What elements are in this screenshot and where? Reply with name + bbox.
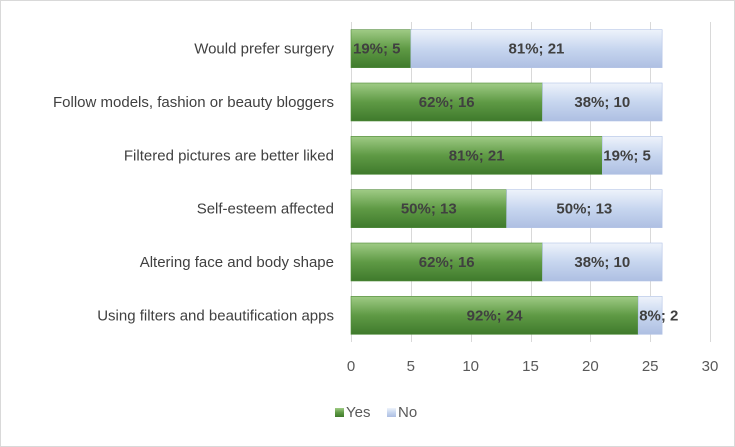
- data-label-no: 38%; 10: [574, 254, 630, 271]
- data-label-yes: 50%; 13: [401, 201, 457, 218]
- data-label-no: 81%; 21: [509, 41, 565, 58]
- bar-no: [542, 242, 663, 282]
- data-label-yes: 19%; 5: [353, 41, 401, 58]
- data-label-no: 19%; 5: [603, 147, 651, 164]
- bar-no: [410, 29, 663, 68]
- bar-yes: [350, 136, 603, 175]
- x-tick-label: 30: [702, 358, 719, 375]
- bar-yes: [350, 242, 543, 282]
- bar-no: [637, 296, 663, 335]
- legend-label-no: No: [398, 404, 417, 421]
- data-label-yes: 92%; 24: [467, 307, 524, 324]
- x-tick-labels: 0 5 10 15 20 25 30: [347, 358, 719, 375]
- category-labels: Would prefer surgery Follow models, fashi…: [53, 41, 334, 325]
- bar-no: [506, 189, 663, 228]
- data-label-no: 8%; 2: [639, 307, 678, 324]
- x-tick-label: 25: [642, 358, 659, 375]
- bar-no: [542, 82, 663, 122]
- data-label-yes: 62%; 16: [419, 254, 475, 271]
- legend-swatch-yes: [335, 408, 344, 417]
- x-tick-label: 10: [462, 358, 479, 375]
- bar-yes: [350, 189, 507, 228]
- x-tick-label: 5: [407, 358, 415, 375]
- category-label: Follow models, fashion or beauty blogger…: [53, 94, 334, 111]
- bar-yes: [350, 296, 639, 335]
- data-label-yes: 81%; 21: [449, 147, 505, 164]
- data-label-yes: 62%; 16: [419, 94, 475, 111]
- x-tick-label: 15: [522, 358, 539, 375]
- category-label: Would prefer surgery: [194, 41, 334, 58]
- data-labels: 19%; 5 81%; 21 62%; 16 38%; 10 81%; 21 19%; 5…: [353, 41, 678, 325]
- category-label: Using filters and beautification apps: [97, 307, 334, 324]
- bars: [350, 29, 663, 335]
- legend-swatch-no: [387, 408, 396, 417]
- category-label: Altering face and body shape: [140, 254, 334, 271]
- bar-yes: [350, 29, 412, 68]
- category-label: Filtered pictures are better liked: [124, 147, 334, 164]
- bar-yes: [350, 82, 543, 122]
- data-label-no: 38%; 10: [574, 94, 630, 111]
- x-tick-label: 20: [582, 358, 599, 375]
- gridlines: [351, 22, 711, 342]
- x-tick-label: 0: [347, 358, 355, 375]
- legend-label-yes: Yes: [346, 404, 370, 421]
- legend: Yes No: [335, 404, 417, 421]
- data-label-no: 50%; 13: [556, 201, 612, 218]
- category-label: Self-esteem affected: [197, 201, 334, 218]
- bar-no: [601, 136, 663, 175]
